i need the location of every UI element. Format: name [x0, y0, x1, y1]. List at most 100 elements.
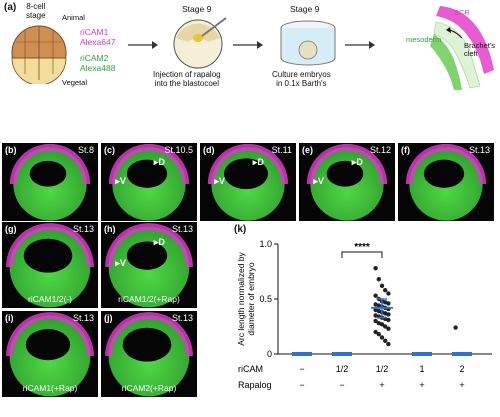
data-point — [379, 322, 385, 327]
micrograph-panel: (c) St.10.5 ▸V ▸D — [101, 143, 197, 221]
panel-label: (d) — [203, 145, 215, 155]
ricam-value: 1 — [419, 364, 424, 374]
micrograph-panel: (b) St.8 — [2, 143, 98, 221]
zero-points — [332, 352, 352, 356]
rapalog-value: + — [379, 380, 384, 390]
zero-points — [412, 352, 432, 356]
significance-label: **** — [354, 242, 370, 253]
data-point — [386, 326, 391, 331]
data-point — [386, 291, 391, 296]
panel-label: (c) — [104, 145, 115, 155]
data-point — [379, 335, 385, 340]
stage-label: St.13 — [468, 145, 490, 155]
significance-bracket — [341, 251, 383, 258]
y-tick-label: 0 — [267, 349, 272, 359]
panel-label: (j) — [104, 313, 113, 323]
injection-illustration — [173, 17, 227, 69]
data-point — [376, 332, 381, 337]
y-axis-label: diameter of embryo — [246, 262, 256, 335]
panel-label: (f) — [401, 145, 410, 155]
dorsal-marker: ▸D — [351, 157, 363, 168]
ventral-marker: ▸V — [115, 175, 126, 186]
data-point — [376, 277, 381, 282]
stage-label: St.13 — [171, 313, 193, 323]
rapalog-value: + — [419, 380, 424, 390]
alexa488-label: Alexa488 — [80, 63, 116, 73]
stage-label: St.11 — [271, 145, 292, 155]
stage-label: St.12 — [369, 145, 391, 155]
panel-label: (b) — [5, 145, 17, 155]
dorsal-marker: ▸D — [153, 237, 165, 248]
stage-label: St.13 — [72, 313, 94, 323]
ventral-marker: ▸V — [214, 175, 225, 186]
injection-caption: Injection of rapalog into the blastocoel — [153, 70, 221, 88]
panel-caption: riCAM2(+Rap) — [121, 383, 177, 393]
ventral-marker: ▸V — [115, 258, 126, 269]
data-point — [386, 312, 391, 317]
arrow-icon — [128, 41, 158, 49]
stage-label: St.10.5 — [164, 145, 193, 155]
ricam-row-title: riCAM — [238, 364, 263, 374]
micrograph-panel: (f) St.13 — [398, 143, 494, 221]
alexa647-label: Alexa647 — [80, 37, 116, 47]
eight-cell-embryo-illustration — [11, 25, 67, 84]
micrograph-panel: (i) St.13 riCAM1(+Rap) — [2, 311, 98, 397]
ricam-value: 2 — [459, 364, 464, 374]
ricam-value: 1/2 — [336, 364, 349, 374]
panel-label-a: (a) — [4, 2, 17, 13]
mesoderm-label: mesoderm — [406, 35, 442, 44]
data-point — [386, 341, 391, 347]
dorsal-marker: ▸D — [252, 157, 264, 168]
stage-label: St.8 — [77, 145, 94, 155]
ricam-value: − — [299, 364, 304, 374]
y-axis-label: Arc length normalized by — [236, 251, 246, 345]
brachet-cleft-label: Brachet's cleft — [464, 41, 496, 58]
panel-label: (e) — [302, 145, 313, 155]
ventral-marker: ▸V — [313, 175, 324, 186]
culture-dish-illustration — [280, 20, 336, 66]
stage-label: St.13 — [171, 224, 193, 234]
micrograph-panel: (h) St.13 ▸V ▸D riCAM1/2(+Rap) — [101, 222, 197, 308]
rapalog-value: − — [299, 380, 304, 390]
rapalog-value: − — [339, 380, 344, 390]
rapalog-row-title: Rapalog — [238, 380, 272, 390]
panel-label: (i) — [5, 313, 14, 323]
dorsal-marker: ▸D — [153, 157, 165, 168]
zero-points — [292, 352, 312, 356]
arrow-icon — [345, 41, 375, 49]
micrograph-panel: (j) St.13 riCAM2(+Rap) — [101, 311, 197, 397]
schematic-panel: (a) 8-cell stage Animal Vegetal riCAM1 A… — [0, 0, 500, 92]
animal-label: Animal — [62, 13, 85, 22]
stage-label: St.13 — [72, 224, 94, 234]
tissue-section-illustration — [430, 6, 494, 90]
micrograph-panel: (g) St.13 riCAM1/2(-) — [2, 222, 98, 308]
panel-label: (h) — [104, 224, 116, 234]
ricam2-label: riCAM2 — [80, 53, 109, 63]
data-point — [386, 317, 391, 323]
data-point — [373, 266, 378, 271]
data-point — [379, 283, 385, 288]
panel-label: (g) — [5, 224, 17, 234]
arrow-icon — [233, 41, 263, 49]
zero-points — [452, 352, 472, 356]
bcr-label: BCR — [454, 8, 470, 17]
scatter-plot: 0 0.5 1.0 Arc length normalized by diameter … — [236, 239, 492, 390]
ricam1-label: riCAM1 — [80, 27, 109, 37]
data-point — [453, 325, 458, 330]
stage9-injection-label: Stage 9 — [182, 4, 212, 14]
micrograph-panel: (e) St.12 ▸V ▸D — [299, 143, 395, 221]
ricam-value: 1/2 — [376, 364, 389, 374]
micrograph-panel: (d) St.11 ▸V ▸D — [200, 143, 296, 221]
data-point — [383, 324, 388, 329]
panel-label-k: (k) — [234, 224, 247, 235]
data-point — [373, 329, 378, 335]
stage-8cell-label: 8-cell stage — [26, 2, 46, 20]
stage9-culture-label: Stage 9 — [290, 4, 320, 14]
data-point — [373, 318, 378, 324]
rapalog-value: + — [459, 380, 464, 390]
panel-caption: riCAM1/2(-) — [28, 294, 72, 304]
data-point — [373, 293, 378, 298]
data-point — [383, 338, 388, 343]
data-point — [386, 301, 391, 306]
panel-caption: riCAM1(+Rap) — [22, 383, 78, 393]
